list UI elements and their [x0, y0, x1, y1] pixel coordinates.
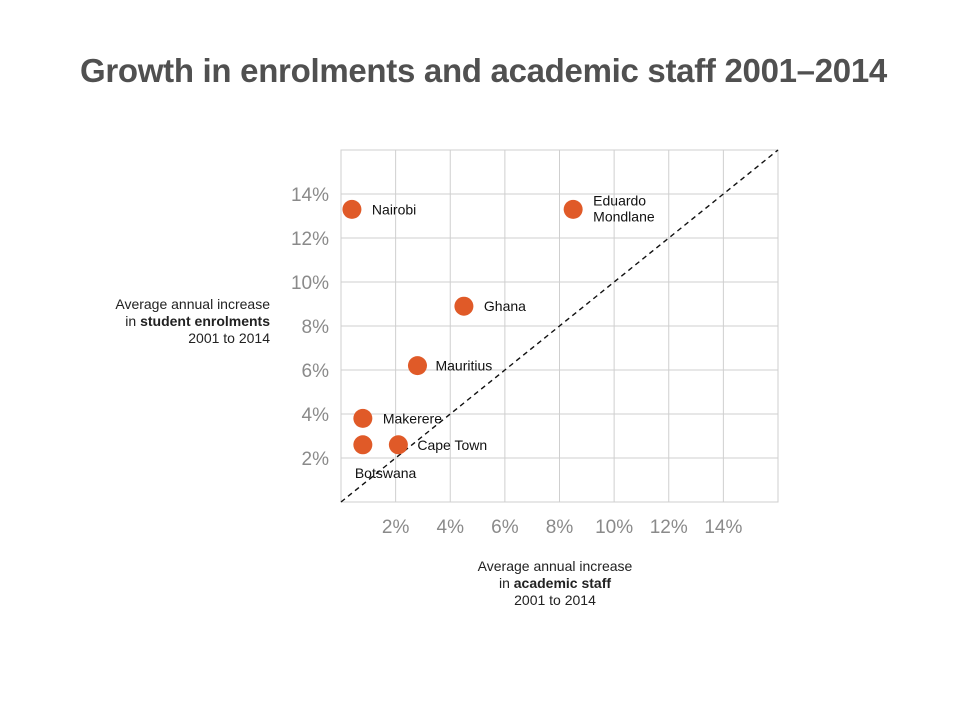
data-point	[353, 435, 373, 455]
x-axis-label-line1: Average annual increase	[477, 558, 633, 574]
x-tick-label: 2%	[382, 517, 410, 538]
y-tick-label: 14%	[291, 185, 329, 206]
data-point	[353, 408, 373, 428]
data-point	[407, 356, 427, 376]
data-point	[563, 199, 583, 219]
y-tick-label: 10%	[291, 273, 329, 294]
x-axis-label: Average annual increase in academic staf…	[440, 558, 670, 609]
point-label: Ghana	[484, 298, 526, 314]
chart-title: Growth in enrolments and academic staff …	[80, 52, 887, 89]
y-axis-label-bold: student enrolments	[140, 313, 270, 329]
data-point	[342, 199, 362, 219]
x-axis-label-bold: academic staff	[513, 575, 612, 591]
y-tick-label: 2%	[302, 449, 330, 470]
y-axis-label: Average annual increase in student enrol…	[60, 296, 270, 347]
x-tick-label: 14%	[704, 517, 742, 538]
x-axis-label-line3: 2001 to 2014	[514, 592, 596, 608]
point-label: Makerere	[383, 410, 442, 426]
data-point	[388, 435, 408, 455]
x-tick-label: 4%	[437, 517, 465, 538]
x-tick-label: 8%	[546, 517, 574, 538]
point-labels: Nairobi Eduardo Mondlane Ghana Mauritius Make…	[355, 192, 655, 480]
y-tick-label: 8%	[302, 317, 330, 338]
x-tick-label: 12%	[650, 517, 688, 538]
point-label: Mauritius	[435, 358, 492, 374]
reference-line-group	[340, 149, 779, 503]
data-point	[454, 296, 474, 316]
y-tick-label: 12%	[291, 229, 329, 250]
y-axis-label-line1: Average annual increase	[115, 296, 270, 312]
point-label: Eduardo Mondlane	[593, 192, 655, 224]
point-label: Nairobi	[372, 201, 416, 217]
x-axis-label-prefix: in	[498, 575, 514, 591]
grid	[340, 149, 779, 503]
data-points	[342, 199, 583, 455]
tick-labels: 2% 4% 6% 8% 10% 12% 14% 2% 4% 6% 8% 10% 12% 14%	[291, 185, 743, 538]
point-label: Botswana	[355, 465, 417, 481]
reference-line	[340, 149, 779, 503]
y-tick-label: 4%	[302, 405, 330, 426]
y-axis-label-prefix: in	[125, 313, 141, 329]
x-tick-label: 10%	[595, 517, 633, 538]
y-tick-label: 6%	[302, 361, 330, 382]
y-axis-label-line3: 2001 to 2014	[188, 330, 270, 346]
x-tick-label: 6%	[491, 517, 519, 538]
point-label: Cape Town	[417, 437, 487, 453]
